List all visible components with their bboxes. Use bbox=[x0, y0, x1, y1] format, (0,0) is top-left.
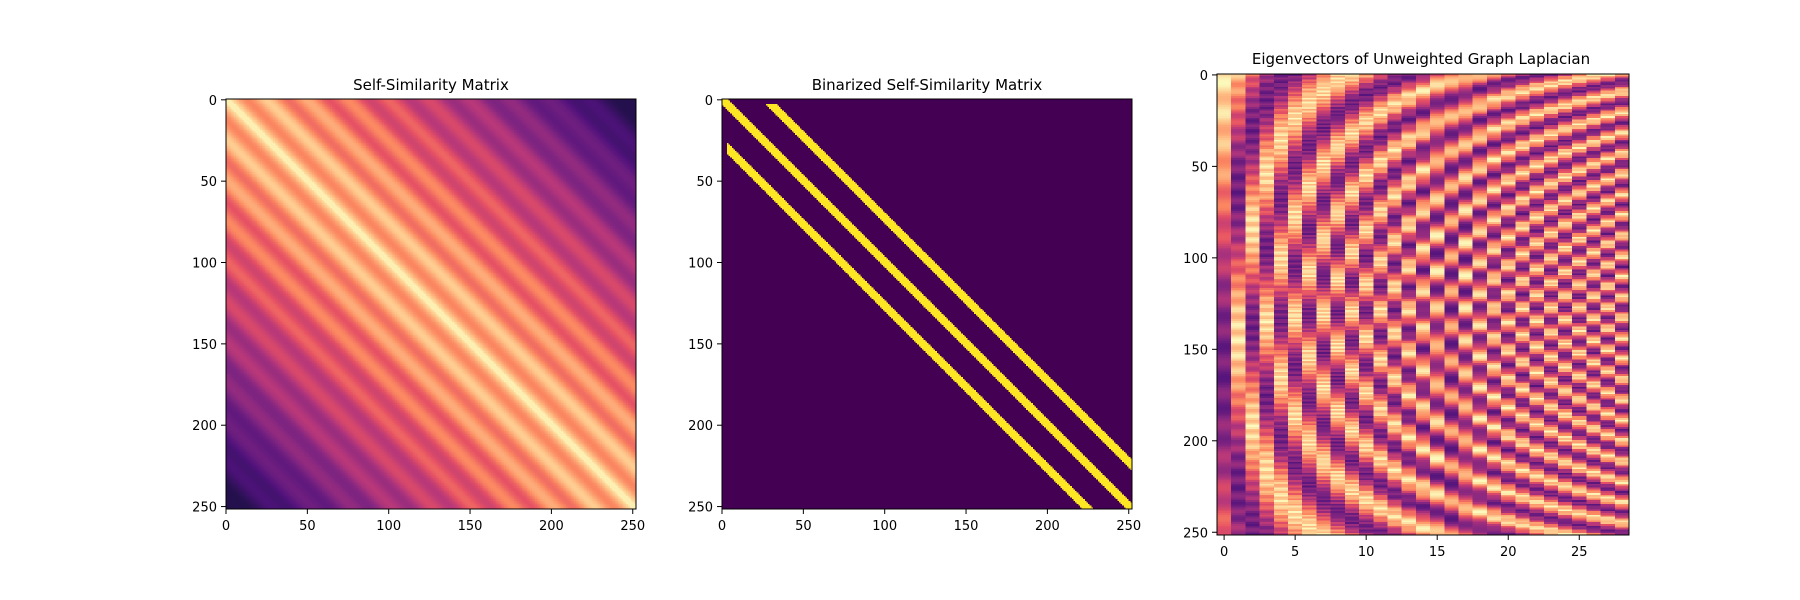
y-tick-label: 0 bbox=[1200, 69, 1208, 84]
panel-3-frame bbox=[1216, 73, 1630, 536]
panel-3-title: Eigenvectors of Unweighted Graph Laplaci… bbox=[1252, 50, 1590, 68]
panel-1-title: Self-Similarity Matrix bbox=[353, 76, 509, 94]
binarized-heatmap bbox=[722, 99, 1132, 509]
panel-self-similarity: Self-Similarity Matrix 0 50 100 150 200 250 0 5… bbox=[192, 76, 645, 534]
x-tick-label: 0 bbox=[1220, 545, 1228, 560]
x-tick-label: 5 bbox=[1291, 545, 1299, 560]
y-tick-label: 0 bbox=[209, 94, 217, 109]
panel-1-frame bbox=[225, 98, 637, 510]
panel-2-frame bbox=[721, 98, 1133, 510]
x-tick-label: 50 bbox=[795, 519, 812, 534]
x-tick-label: 250 bbox=[620, 519, 645, 534]
x-tick-label: 10 bbox=[1358, 545, 1375, 560]
x-tick-label: 100 bbox=[872, 519, 897, 534]
y-tick-label: 200 bbox=[1183, 435, 1208, 450]
eigenvectors-heatmap bbox=[1217, 74, 1629, 535]
y-tick-label: 250 bbox=[192, 501, 217, 516]
panel-2-title: Binarized Self-Similarity Matrix bbox=[812, 76, 1043, 94]
panel-binarized: Binarized Self-Similarity Matrix 0 50 100 1… bbox=[688, 76, 1141, 534]
y-tick-label: 200 bbox=[192, 419, 217, 434]
y-tick-label: 50 bbox=[1191, 160, 1208, 175]
self-similarity-heatmap bbox=[226, 99, 636, 509]
y-tick-label: 100 bbox=[1183, 252, 1208, 267]
x-tick-label: 50 bbox=[299, 519, 316, 534]
y-tick-label: 50 bbox=[200, 175, 217, 190]
y-tick-label: 150 bbox=[688, 338, 713, 353]
x-tick-label: 200 bbox=[1035, 519, 1060, 534]
y-tick-label: 150 bbox=[192, 338, 217, 353]
x-tick-label: 20 bbox=[1500, 545, 1517, 560]
x-tick-label: 15 bbox=[1429, 545, 1446, 560]
y-tick-label: 250 bbox=[688, 501, 713, 516]
panel-1-axes: 0 50 100 150 200 250 0 50 100 150 200 250 bbox=[192, 94, 645, 534]
y-tick-label: 50 bbox=[696, 175, 713, 190]
x-tick-label: 0 bbox=[718, 519, 726, 534]
x-tick-label: 100 bbox=[376, 519, 401, 534]
x-tick-label: 200 bbox=[539, 519, 564, 534]
x-tick-label: 150 bbox=[458, 519, 483, 534]
y-tick-label: 250 bbox=[1183, 526, 1208, 541]
panel-eigenvectors: Eigenvectors of Unweighted Graph Laplaci… bbox=[1183, 50, 1630, 560]
y-tick-label: 200 bbox=[688, 419, 713, 434]
y-tick-label: 0 bbox=[705, 94, 713, 109]
x-tick-label: 250 bbox=[1116, 519, 1141, 534]
x-tick-label: 0 bbox=[222, 519, 230, 534]
x-tick-label: 25 bbox=[1571, 545, 1588, 560]
y-tick-label: 100 bbox=[192, 257, 217, 272]
y-tick-label: 100 bbox=[688, 257, 713, 272]
x-tick-label: 150 bbox=[954, 519, 979, 534]
panel-2-axes: 0 50 100 150 200 250 0 50 100 150 200 250 bbox=[688, 94, 1141, 534]
y-tick-label: 150 bbox=[1183, 343, 1208, 358]
